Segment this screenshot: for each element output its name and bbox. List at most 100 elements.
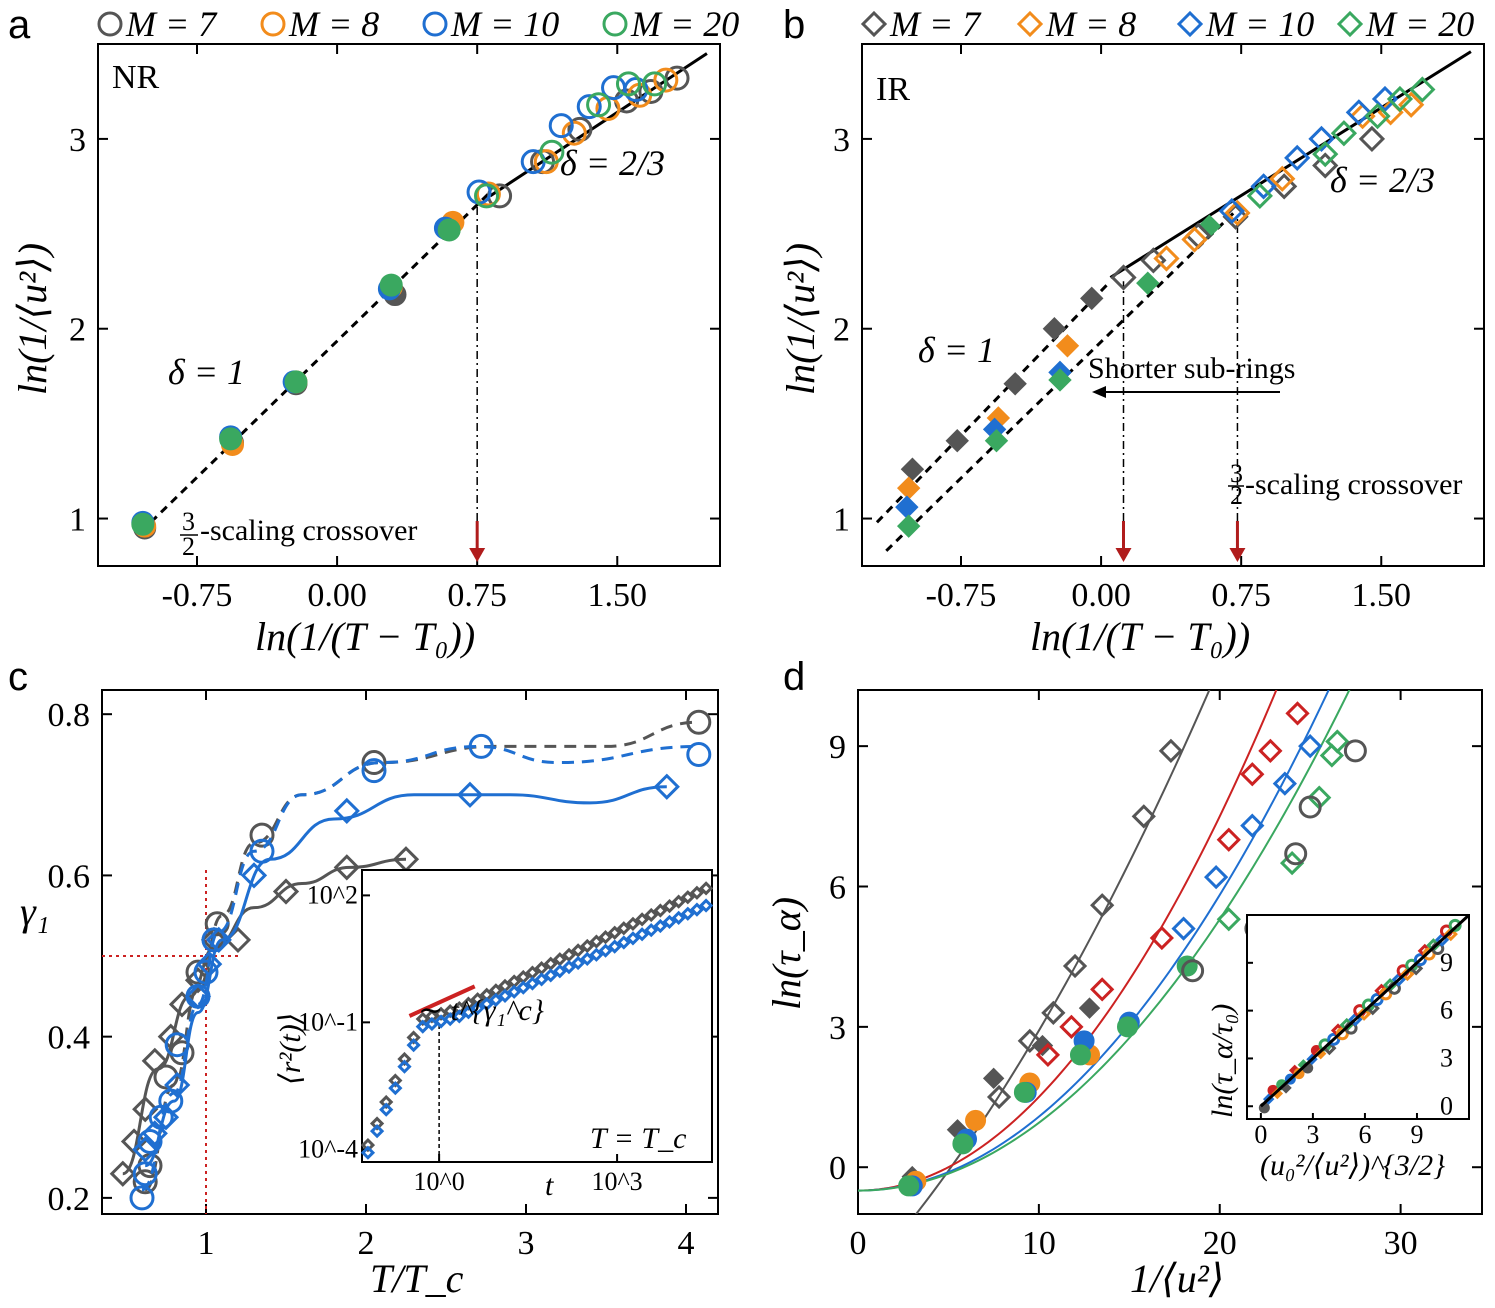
inset-point-M7: [616, 921, 631, 936]
inset-point-M10: [452, 1009, 467, 1024]
panel-a-frac-den: 2: [182, 532, 195, 561]
data-point-M7: [1110, 264, 1137, 291]
panel-c: 1 2 3 4 0.2 0.4 0.6 0.8 T/T_c γ₁ 10^0 10^3 10^-4 1…: [20, 689, 719, 1301]
data-point-M20: [1325, 729, 1350, 754]
data-point-M7: [1140, 247, 1167, 274]
inset-point-M7: [653, 903, 668, 918]
inset-point-M10: [406, 1037, 421, 1053]
inset-point-M10: [580, 951, 595, 967]
data-point-M7: [1343, 739, 1367, 763]
data-point-M10: [1240, 813, 1265, 838]
data-point-M10: [193, 959, 219, 985]
data-point-M20: [437, 218, 461, 242]
inset-point-M7: [634, 912, 650, 927]
inset-d-point: [1271, 1087, 1284, 1100]
inset-point-M10: [607, 939, 622, 954]
inset-ytick-label: 10^2: [307, 880, 358, 909]
data-point-M20: [474, 183, 500, 209]
inset-point-M10: [360, 1145, 376, 1160]
inset-point-M7: [662, 898, 677, 914]
crossover-arrowhead: [469, 548, 486, 562]
panel-d-inset-ylabel: ln(τ_α/τ₀): [1206, 1004, 1239, 1118]
panel-a-xtick-label: -0.75: [162, 577, 233, 614]
data-point-red: [1240, 762, 1265, 787]
panel-c-inset-label: T = T_c: [590, 1122, 686, 1155]
data-point-M7: [132, 1096, 159, 1123]
data-point-M7: [361, 750, 387, 776]
inset-d-xtick-label: 0: [1254, 1120, 1267, 1149]
data-point-M20: [1409, 76, 1436, 103]
data-point-red: [1059, 1014, 1084, 1039]
legend-label-M7: M = 7: [889, 4, 982, 44]
data-point-M7: [109, 1160, 136, 1187]
inset-point-M10: [680, 906, 695, 921]
data-point-M10: [1272, 771, 1297, 796]
data-point-red: [1035, 1042, 1061, 1068]
panel-a-ytick-label: 3: [69, 122, 86, 159]
data-point-M20: [539, 139, 565, 165]
data-point-M7: [1031, 1034, 1054, 1057]
data-point-M7: [272, 878, 300, 905]
panel-b-xtick-label: 1.50: [1352, 577, 1412, 614]
inset-xtick-label: 10^0: [414, 1167, 465, 1196]
inset-point-M10: [369, 1124, 385, 1139]
data-point-M10: [129, 1185, 155, 1211]
data-point-M7: [1298, 795, 1322, 819]
panel-a-xtick-label: 1.50: [588, 577, 648, 614]
data-point-M10: [1284, 144, 1311, 172]
data-point-M10: [1171, 916, 1196, 941]
panel-b-xtick-label: -0.75: [926, 577, 997, 614]
data-point-M20: [898, 1175, 920, 1197]
inset-point-M10: [571, 955, 586, 971]
data-point-M20: [1048, 368, 1072, 392]
data-point-M8: [1224, 199, 1251, 227]
data-point-M7: [900, 457, 925, 481]
data-point-M7: [120, 1128, 148, 1155]
inset-d-xtick-label: 3: [1306, 1120, 1319, 1149]
inset-d-point: [1293, 1068, 1305, 1080]
panel-a-crossover: -scaling crossover: [200, 514, 417, 547]
data-point-M20: [984, 429, 1009, 453]
data-point-red: [1090, 977, 1115, 1002]
data-point-M10: [1218, 197, 1245, 225]
data-point-M7: [664, 65, 690, 91]
inset-point-M10: [698, 898, 714, 913]
data-point-M10: [184, 983, 212, 1010]
inset-d-ytick-label: 6: [1440, 996, 1453, 1025]
inset-d-point: [1370, 992, 1384, 1006]
data-point-M8: [1153, 245, 1180, 272]
inset-d-point: [1413, 953, 1427, 967]
panel-a-xtick-label: 0.75: [447, 577, 507, 614]
data-point-M20: [586, 92, 612, 118]
inset-point-M7: [698, 881, 714, 896]
data-point-M10: [1250, 173, 1277, 200]
data-point-M7: [1131, 804, 1156, 829]
data-point-M10: [1204, 865, 1229, 890]
data-point-M20: [1116, 1016, 1138, 1038]
panel-b-delta23: δ = 2/3: [1330, 160, 1435, 200]
data-point-M20: [131, 512, 155, 536]
data-point-M7: [1080, 286, 1104, 311]
data-point-M10: [1298, 734, 1323, 759]
panel-b-corner-label: IR: [876, 71, 910, 108]
data-point-M7: [132, 1169, 158, 1195]
data-point-M20: [1312, 140, 1339, 168]
panel-c-xtick-label: 1: [198, 1225, 215, 1262]
legend-marker-M8: [260, 11, 286, 37]
panel-d-ytick-label: 9: [829, 729, 846, 766]
panel-b-frac-den: 2: [1230, 481, 1243, 510]
panel-c-inset-xlabel: t: [545, 1169, 554, 1202]
data-point-M20: [1246, 182, 1273, 209]
inset-point-M7: [406, 1030, 421, 1045]
panel-a-corner-label: NR: [112, 59, 160, 96]
legend-label-M20: M = 20: [630, 4, 739, 44]
inset-point-M10: [470, 1001, 485, 1016]
inset-point-M10: [479, 996, 494, 1012]
inset-d-point: [1448, 918, 1462, 932]
inset-d-ytick-label: 9: [1440, 948, 1453, 977]
data-point-M10: [205, 926, 232, 954]
panel-b-ylabel: ln(1/⟨u²⟩): [778, 243, 823, 395]
fit-curve-M10: [858, 690, 1330, 1192]
inset-d-point: [1327, 1032, 1341, 1046]
